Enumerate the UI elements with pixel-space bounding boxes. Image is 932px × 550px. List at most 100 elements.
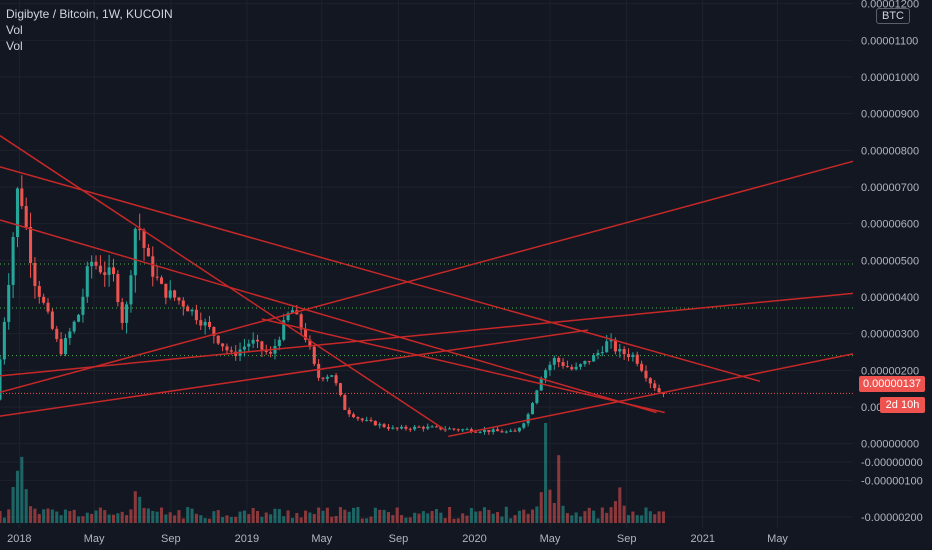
volume-bar: [168, 512, 172, 523]
candle-body: [15, 188, 19, 238]
volume-bar: [282, 516, 286, 523]
volume-bar: [304, 510, 308, 523]
volume-bar: [517, 510, 521, 523]
volume-bar: [378, 509, 382, 523]
trendline[interactable]: [0, 160, 854, 394]
volume-bar: [644, 507, 648, 523]
y-tick-label: -0.00000100: [861, 475, 923, 487]
candle-body: [530, 403, 535, 415]
symbol-title[interactable]: Digibyte / Bitcoin, 1W, KUCOIN: [6, 7, 173, 21]
volume-bar: [635, 515, 639, 523]
candle-body: [343, 395, 347, 410]
volume-bar: [125, 515, 129, 523]
candle-body: [181, 300, 185, 307]
trendline[interactable]: [0, 135, 447, 432]
y-tick-label: 0.00000200: [861, 365, 919, 377]
x-tick-label: Sep: [161, 533, 181, 545]
volume-bar: [129, 509, 133, 523]
x-tick-label: May: [767, 533, 788, 545]
volume-bar: [343, 509, 347, 523]
candle-body: [526, 414, 530, 424]
currency-selector[interactable]: BTC: [876, 8, 910, 24]
trendline[interactable]: [0, 219, 657, 414]
candle-body: [212, 327, 216, 336]
volume-bar: [290, 517, 294, 523]
y-tick-label: 0.00000000: [861, 439, 919, 451]
volume-legend-1[interactable]: Vol: [6, 23, 23, 37]
trendline[interactable]: [261, 318, 665, 414]
price-axis[interactable]: 0.00001200 0.00001100 0.00001000 0.00000900…: [861, 0, 923, 524]
volume-bar: [299, 517, 303, 523]
volume-bar: [461, 513, 465, 523]
volume-bar: [426, 513, 430, 523]
candle-body: [491, 429, 495, 433]
trendline[interactable]: [0, 166, 761, 383]
volume-bar: [98, 507, 102, 523]
volume-bar: [657, 511, 661, 523]
candle-body: [146, 247, 150, 257]
volume-bar: [421, 511, 425, 523]
volume-bar: [155, 511, 159, 523]
candle-body: [129, 275, 133, 305]
candle-body: [334, 375, 338, 384]
volume-bar: [50, 509, 54, 523]
candle-body: [653, 383, 657, 389]
candle-body: [386, 427, 390, 429]
volume-bar: [2, 517, 6, 523]
volume-bar: [539, 492, 543, 523]
candle-body: [487, 429, 491, 433]
candle-body: [338, 383, 342, 396]
volume-bar: [583, 511, 587, 523]
volume-bar: [513, 515, 517, 523]
volume-bar: [312, 513, 316, 523]
trendline[interactable]: [448, 353, 854, 438]
volume-bar: [469, 508, 473, 523]
candle-body: [513, 430, 517, 432]
candle-body: [190, 309, 194, 312]
time-axis[interactable]: 2018 May Sep 2019 May Sep 2020 May Sep 2021 May: [7, 533, 788, 545]
y-tick-label: 0.00000700: [861, 182, 919, 194]
candle-body: [125, 304, 129, 323]
candle-body: [103, 272, 107, 275]
candle-body: [77, 314, 81, 322]
candle-body: [0, 359, 2, 400]
volume-bar: [37, 513, 41, 523]
volume-bar: [238, 511, 242, 523]
volume-bar: [33, 508, 37, 523]
candle-body: [600, 352, 604, 354]
candle-body: [504, 431, 508, 433]
candle-body: [587, 360, 591, 362]
candle-body: [452, 428, 456, 430]
volume-bar: [273, 508, 277, 523]
candle-body: [574, 366, 578, 370]
candle-body: [81, 296, 85, 315]
volume-bar: [395, 507, 399, 523]
volume-bar: [391, 515, 395, 523]
volume-bar: [648, 511, 652, 523]
volume-bar: [229, 517, 233, 523]
trendline[interactable]: [0, 329, 589, 417]
volume-bar: [373, 507, 377, 523]
volume-bar: [142, 507, 146, 523]
volume-bar: [609, 507, 613, 523]
candle-body: [24, 206, 28, 228]
volume-bar: [439, 512, 443, 523]
candle-body: [500, 431, 504, 433]
candle-body: [557, 358, 561, 363]
candle-body: [360, 418, 364, 421]
candle-body: [430, 426, 434, 428]
candle-body: [613, 339, 617, 352]
volume-bar: [500, 516, 504, 523]
candle-body: [133, 228, 137, 276]
candle-body: [408, 428, 412, 430]
volume-legend-2[interactable]: Vol: [6, 39, 23, 53]
volume-bar: [68, 511, 72, 523]
volume-bar: [369, 516, 373, 523]
candle-body: [522, 423, 526, 428]
candle-body: [548, 364, 552, 371]
x-tick-label: Sep: [389, 533, 409, 545]
trendline[interactable]: [0, 292, 854, 377]
volume-bar: [570, 515, 574, 523]
